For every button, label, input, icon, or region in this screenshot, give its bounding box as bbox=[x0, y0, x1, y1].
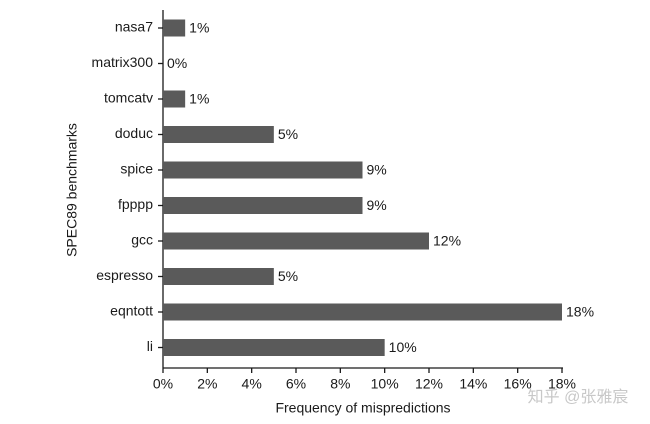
x-tick-label: 4% bbox=[242, 376, 262, 392]
y-tick-label: doduc bbox=[115, 125, 153, 141]
x-tick-label: 12% bbox=[415, 376, 443, 392]
value-label: 1% bbox=[189, 20, 209, 36]
bar bbox=[163, 126, 274, 143]
bar bbox=[163, 232, 429, 250]
y-tick-label: tomcatv bbox=[104, 90, 153, 106]
value-label: 12% bbox=[433, 233, 461, 249]
x-tick-label: 6% bbox=[286, 376, 306, 392]
x-tick-label: 10% bbox=[371, 376, 399, 392]
value-label: 9% bbox=[367, 197, 387, 213]
bar bbox=[163, 197, 363, 214]
y-tick-label: eqntott bbox=[110, 303, 153, 319]
x-tick-label: 14% bbox=[459, 376, 487, 392]
bar bbox=[163, 339, 385, 356]
y-tick-label: espresso bbox=[96, 267, 153, 283]
value-label: 5% bbox=[278, 268, 298, 284]
y-tick-label: matrix300 bbox=[92, 54, 154, 70]
value-label: 5% bbox=[278, 126, 298, 142]
y-tick-label: spice bbox=[120, 161, 153, 177]
x-tick-label: 8% bbox=[330, 376, 350, 392]
value-label: 0% bbox=[167, 55, 187, 71]
bar bbox=[163, 90, 186, 108]
bar bbox=[163, 161, 363, 179]
y-tick-label: gcc bbox=[131, 232, 153, 248]
value-label: 18% bbox=[566, 304, 594, 320]
x-axis-label: Frequency of mispredictions bbox=[275, 400, 450, 416]
x-tick-label: 2% bbox=[197, 376, 217, 392]
bar bbox=[163, 303, 562, 321]
value-label: 1% bbox=[189, 91, 209, 107]
value-label: 10% bbox=[389, 339, 417, 355]
y-tick-label: fpppp bbox=[118, 196, 153, 212]
bar bbox=[163, 19, 186, 37]
y-tick-label: nasa7 bbox=[115, 19, 153, 35]
x-tick-label: 0% bbox=[153, 376, 173, 392]
watermark: 知乎 @张雅宸 bbox=[528, 388, 629, 406]
value-label: 9% bbox=[367, 162, 387, 178]
y-tick-label: li bbox=[147, 338, 153, 354]
x-tick-label: 18% bbox=[548, 376, 576, 392]
y-axis-label: SPEC89 benchmarks bbox=[64, 123, 80, 257]
bar bbox=[163, 268, 274, 285]
x-tick-label: 16% bbox=[504, 376, 532, 392]
